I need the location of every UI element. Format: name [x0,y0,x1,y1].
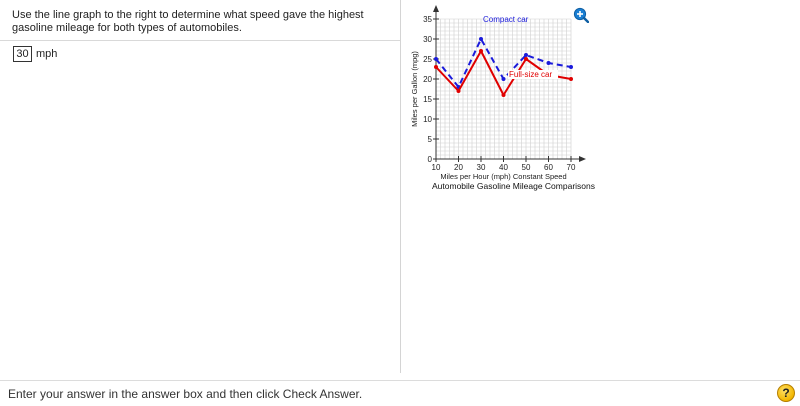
y-tick-label: 10 [423,115,432,124]
x-tick-label: 20 [454,163,463,172]
footer-divider [0,380,800,381]
compact-car-label: Compact car [483,15,529,24]
x-tick-label: 60 [544,163,553,172]
y-tick-label: 5 [428,135,433,144]
x-tick-label: 10 [432,163,441,172]
answer-unit-label: mph [36,48,58,60]
question-pane: Use the line graph to the right to deter… [0,0,400,380]
full-size-car-point [456,89,461,93]
compact-car-point [569,65,573,69]
y-tick-label: 15 [423,95,432,104]
x-tick-label: 30 [477,163,486,172]
help-icon[interactable]: ? [777,384,795,402]
answer-input[interactable]: 30 [13,46,32,62]
answer-row: 30 mph [13,45,57,63]
y-tick-label: 25 [423,55,432,64]
x-tick-label: 50 [522,163,531,172]
full-size-car-label-bg [508,70,558,79]
full-size-car-point [479,49,483,53]
x-tick-label: 70 [567,163,576,172]
compact-car-point [501,77,506,81]
full-size-car-label: Full-size car [509,70,552,79]
x-tick-label: 40 [499,163,508,172]
y-tick-label: 20 [423,75,432,84]
y-axis-arrow [433,5,439,12]
x-axis-arrow [579,156,586,162]
compact-car-point [546,61,551,65]
question-text: Use the line graph to the right to deter… [12,9,364,34]
pane-divider [400,0,401,373]
full-size-car-point [501,93,506,97]
y-tick-label: 35 [423,15,432,24]
y-axis-title: Miles per Gallon (mpg) [410,51,419,127]
full-size-car-point [434,65,438,69]
compact-car-point [434,57,438,61]
question-divider [0,40,400,41]
x-axis-title: Miles per Hour (mph) Constant Speed [440,172,566,181]
y-tick-label: 30 [423,35,432,44]
full-size-car-point [569,77,573,81]
compact-car-point [479,37,483,41]
chart-title: Automobile Gasoline Mileage Comparisons [432,181,595,191]
footer-instruction: Enter your answer in the answer box and … [8,387,363,401]
y-tick-label: 0 [428,155,433,164]
full-size-car-point [524,57,528,61]
compact-car-point [524,53,528,57]
zoom-in-icon[interactable] [573,7,589,23]
